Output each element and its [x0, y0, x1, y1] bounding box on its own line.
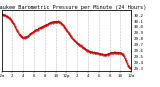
- Title: Milwaukee Barometric Pressure per Minute (24 Hours): Milwaukee Barometric Pressure per Minute…: [0, 5, 146, 10]
